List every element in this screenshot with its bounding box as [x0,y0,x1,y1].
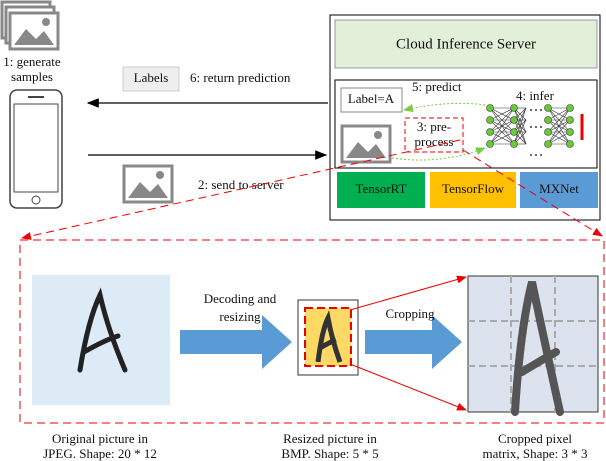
diagram: 1: generate samples Labels 6: return pre… [0,0,606,461]
network-dot [540,126,542,128]
big-arrow [365,315,462,369]
network-node [511,117,518,124]
caption: matrix, Shape: 3 * 3 [482,446,587,461]
network-dot [530,126,532,128]
network-dot [540,109,542,111]
step-label: 1: generate [3,54,61,69]
labels-text: Labels [134,70,169,85]
network-node [487,129,494,136]
step-label: 4: infer [516,88,555,103]
network-node [511,129,518,136]
sample-stack [2,2,58,49]
page: {"client": {"generate": ["1: generate", … [0,0,606,461]
network-dot [535,154,537,156]
caption: BMP. Shape: 5 * 5 [281,446,378,461]
step-label: 2: send to server [198,177,284,192]
caption: Resized picture in [283,431,377,446]
network-dot [535,126,537,128]
network-node [567,129,574,136]
network-node [567,105,574,112]
network-node [545,105,552,112]
phone [10,90,62,208]
network-node [545,129,552,136]
network-dot [530,109,532,111]
zoom-line [350,364,466,410]
network-node [487,141,494,148]
network-node [511,105,518,112]
step-label: 6: return prediction [190,70,291,85]
server-image [342,126,390,162]
step-label: process [415,134,454,149]
network-node [567,141,574,148]
step-label: samples [11,69,53,84]
network-node [567,117,574,124]
step-label: 5: predict [412,79,462,94]
framework-label: MXNet [539,181,579,196]
label-text: Label=A [348,91,395,106]
server-title: Cloud Inference Server [396,36,536,52]
caption: Original picture in [52,431,149,446]
caption: Cropped pixel [498,431,572,446]
network-dot [540,154,542,156]
network-node [511,141,518,148]
network-node [545,117,552,124]
framework-label: TensorRT [355,181,406,196]
framework-label: TensorFlow [442,181,505,196]
network-dot [530,154,532,156]
caption: JPEG. Shape: 20 * 12 [43,446,157,461]
sample-image [124,166,172,202]
network-node [487,105,494,112]
step-label: Cropping [385,306,435,321]
step-label: 3: pre- [417,119,451,134]
network-node [487,117,494,124]
network-node [545,141,552,148]
step-label: resizing [219,309,261,324]
network-dot [535,109,537,111]
step-label: Decoding and [204,291,277,306]
